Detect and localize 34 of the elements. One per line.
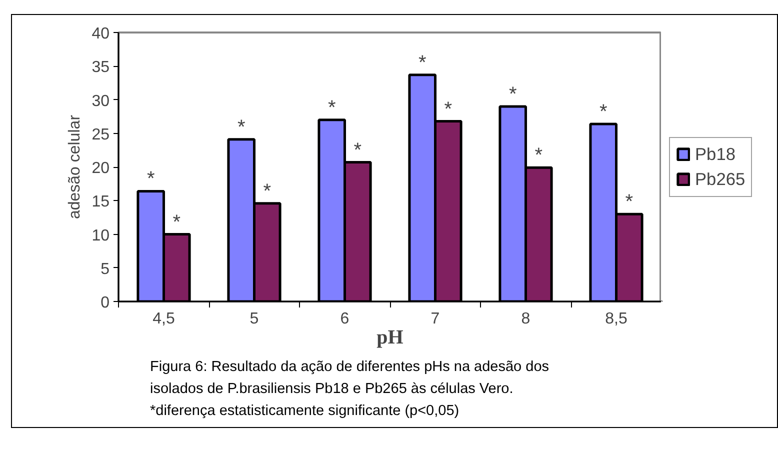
- x-tick-label: 4,5: [152, 310, 175, 328]
- x-tick-label: 6: [340, 310, 350, 328]
- y-tick-label: 15: [92, 194, 110, 211]
- x-tick-label: 7: [430, 310, 440, 328]
- annotation: *: [354, 139, 362, 162]
- annotation: *: [534, 144, 543, 167]
- annotation: *: [444, 98, 452, 120]
- text: *diferença estatisticamente significante (p<0,05): [150, 403, 460, 419]
- x-tick-label: 8,5: [605, 310, 628, 328]
- annotation: *: [625, 191, 634, 214]
- annotation: *: [328, 96, 336, 119]
- annotation: *: [237, 116, 246, 138]
- annotation: *: [172, 211, 181, 234]
- y-tick-label: 0: [100, 294, 110, 312]
- y-tick-label: 40: [92, 26, 110, 42]
- text: isolados de P.brasiliensis Pb18 e Pb265 às células Vero.: [150, 381, 514, 397]
- text: Figura 6: Resultado da ação de diferentes pHs na adesão dos: [150, 359, 550, 375]
- annotation: *: [508, 83, 517, 106]
- y-tick-label: 35: [92, 59, 110, 76]
- x-axis-title: pH: [376, 326, 404, 348]
- y-tick-label: 10: [92, 227, 110, 244]
- x-tick-label: 8: [521, 310, 530, 328]
- y-tick-label: 25: [92, 126, 110, 144]
- annotation: *: [418, 52, 426, 74]
- legend-label: Pb18: [695, 144, 736, 164]
- y-axis-title: adesão celular: [66, 114, 84, 220]
- y-tick-label: 30: [92, 92, 110, 110]
- annotation: *: [599, 100, 608, 123]
- y-tick-label: 20: [92, 160, 110, 177]
- x-tick-label: 5: [250, 310, 259, 328]
- annotation: *: [146, 168, 155, 190]
- annotation: *: [263, 180, 272, 202]
- legend-label: Pb265: [695, 168, 746, 190]
- y-tick-label: 5: [100, 260, 110, 278]
